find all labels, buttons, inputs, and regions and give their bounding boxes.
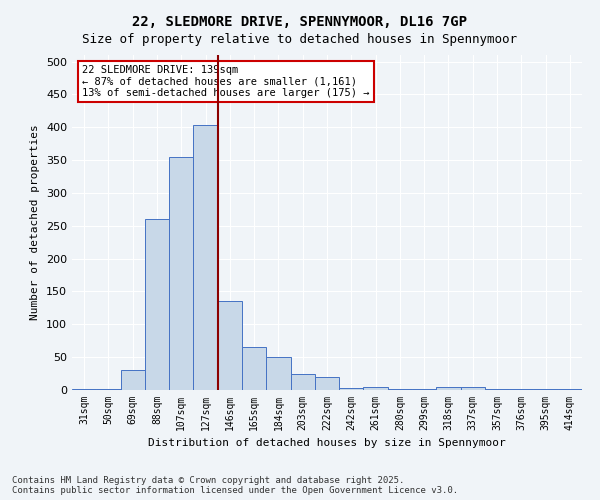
Text: Contains HM Land Registry data © Crown copyright and database right 2025.
Contai: Contains HM Land Registry data © Crown c… [12,476,458,495]
Bar [96,388,121,390]
Bar [290,374,315,390]
Bar [364,386,388,390]
Bar [145,219,169,390]
Bar [461,386,485,390]
Bar [509,388,533,390]
Text: 22 SLEDMORE DRIVE: 139sqm
← 87% of detached houses are smaller (1,161)
13% of se: 22 SLEDMORE DRIVE: 139sqm ← 87% of detac… [82,65,370,98]
Bar [558,388,582,390]
Bar [193,126,218,390]
Bar [485,388,509,390]
Bar [339,388,364,390]
Bar [242,348,266,390]
Bar [266,357,290,390]
Y-axis label: Number of detached properties: Number of detached properties [31,124,40,320]
Text: 22, SLEDMORE DRIVE, SPENNYMOOR, DL16 7GP: 22, SLEDMORE DRIVE, SPENNYMOOR, DL16 7GP [133,15,467,29]
Bar [169,157,193,390]
Bar [533,388,558,390]
Bar [388,388,412,390]
Bar [72,388,96,390]
Bar [315,377,339,390]
Bar [121,370,145,390]
Bar [436,386,461,390]
X-axis label: Distribution of detached houses by size in Spennymoor: Distribution of detached houses by size … [148,438,506,448]
Text: Size of property relative to detached houses in Spennymoor: Size of property relative to detached ho… [83,32,517,46]
Bar [218,302,242,390]
